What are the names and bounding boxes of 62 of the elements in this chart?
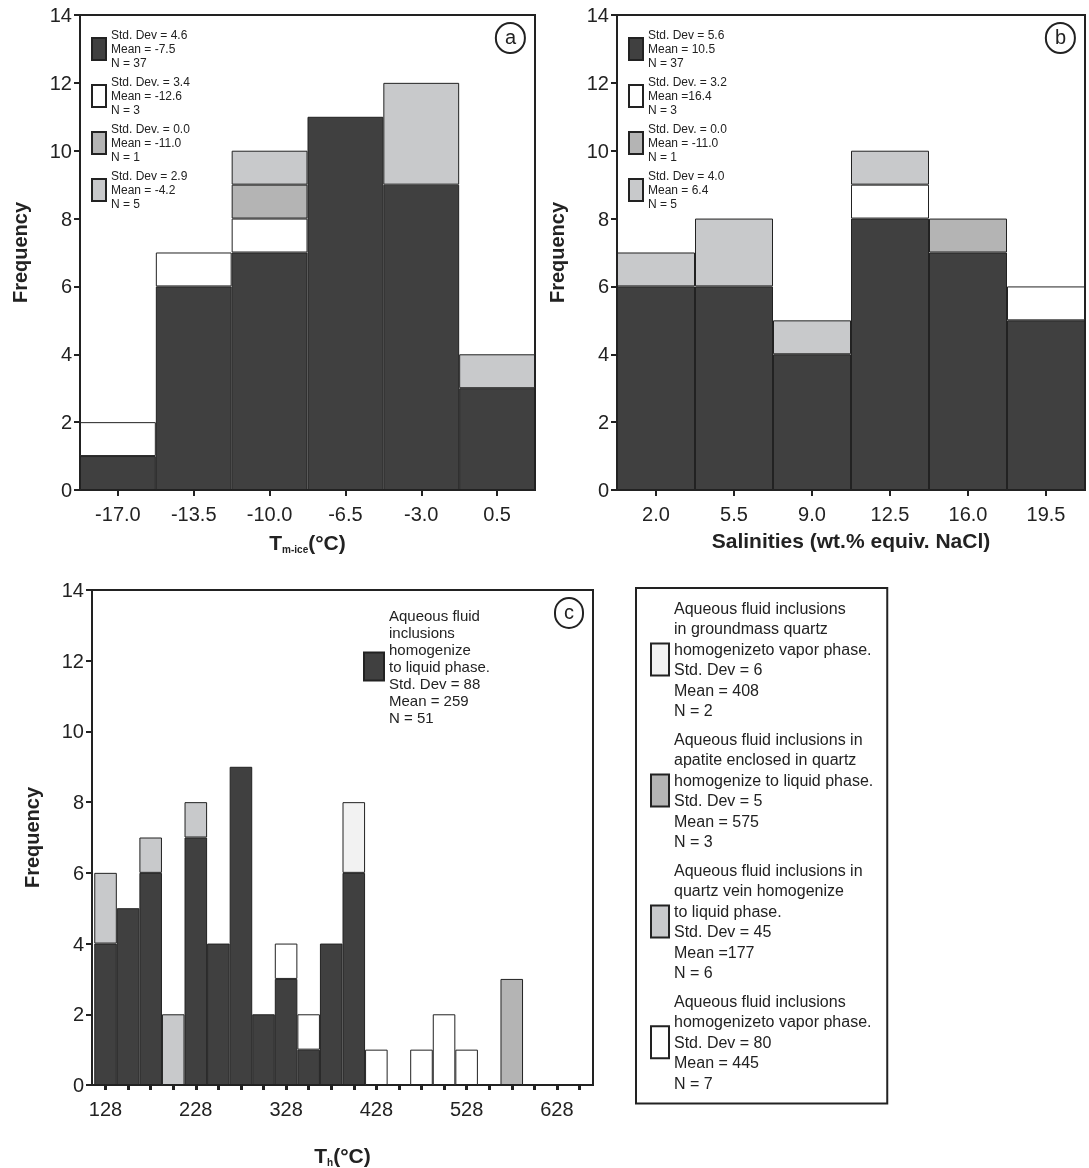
y-tick-label: 2 xyxy=(60,411,72,434)
legend-label: Std. Dev. = 3.4 Mean = -12.6 N = 3 xyxy=(111,75,191,117)
legend-label: Std. Dev = 2.9 Mean = -4.2 N = 5 xyxy=(111,169,188,211)
legend-label: Std. Dev. = 0.0 Mean = -11.0 N = 1 xyxy=(111,122,191,164)
legend-label: Std. Dev. = 3.2 Mean =16.4 N = 3 xyxy=(648,75,728,117)
x-axis-title: Salinities (wt.% equiv. NaCl) xyxy=(711,529,991,552)
y-tick-label: 12 xyxy=(61,649,84,672)
y-tick-label: 8 xyxy=(72,791,84,814)
x-tick-label: 128 xyxy=(88,1098,123,1120)
y-tick-label: 6 xyxy=(60,275,72,298)
y-tick-label: 8 xyxy=(597,207,609,230)
x-tick-label: 428 xyxy=(359,1098,394,1120)
y-tick-label: 10 xyxy=(61,720,84,743)
x-tick-label: 2.0 xyxy=(642,503,670,525)
y-tick-label: 12 xyxy=(49,71,72,94)
y-tick-label: 12 xyxy=(586,71,609,94)
y-tick-label: 14 xyxy=(49,4,72,26)
x-tick-label: -10.0 xyxy=(246,503,293,525)
x-tick-label: 528 xyxy=(449,1098,484,1120)
x-tick-label: -17.0 xyxy=(95,503,141,525)
legend-label: Aqueous fluid inclusions in groundmass quartz homogenizeto vapor phase. Std. Dev = 6 Mean = 408 N = 2 xyxy=(674,599,872,720)
y-tick-label: 2 xyxy=(72,1003,84,1026)
y-axis-title: Frequency xyxy=(21,786,43,889)
y-tick-label: 6 xyxy=(597,275,609,298)
y-tick-label: 14 xyxy=(61,579,84,601)
x-tick-label: 19.5 xyxy=(1026,503,1066,525)
y-tick-label: 6 xyxy=(72,861,84,884)
text: c xyxy=(564,601,574,623)
legend-label: Aqueous fluid inclusions in quartz vein homogenize to liquid phase. Std. Dev = 45 Mean =177 N = 6 xyxy=(674,861,863,982)
x-tick-label: 5.5 xyxy=(720,503,748,525)
y-tick-label: 4 xyxy=(60,343,72,366)
x-tick-label: 628 xyxy=(540,1098,574,1120)
legend-label: Std. Dev = 4.6 Mean = -7.5 N = 37 xyxy=(111,28,188,70)
x-tick-label: -6.5 xyxy=(328,503,363,525)
y-tick-label: 4 xyxy=(597,343,609,366)
legend-label: Std. Dev. = 0.0 Mean = -11.0 N = 1 xyxy=(648,122,728,164)
y-tick-label: 10 xyxy=(49,139,72,162)
y-axis-title: Frequency xyxy=(9,201,31,304)
y-tick-label: 4 xyxy=(72,932,84,955)
y-tick-label: 0 xyxy=(597,479,609,501)
legend-label: Std. Dev = 4.0 Mean = 6.4 N = 5 xyxy=(648,169,725,211)
y-tick-label: 2 xyxy=(597,411,609,434)
x-tick-label: 228 xyxy=(179,1098,213,1120)
legend-label: Std. Dev = 5.6 Mean = 10.5 N = 37 xyxy=(648,28,725,70)
x-tick-label: 328 xyxy=(269,1098,303,1120)
y-tick-label: 8 xyxy=(60,207,72,230)
legend-label: Aqueous fluid inclusions homogenize to liquid phase. Std. Dev = 88 Mean = 259 N = 51 xyxy=(389,607,490,726)
legend-label: Aqueous fluid inclusions homogenizeto vapor phase. Std. Dev = 80 Mean = 445 N = 7 xyxy=(674,992,872,1092)
x-tick-label: 16.0 xyxy=(948,503,988,525)
text: b xyxy=(1054,26,1066,48)
x-tick-label: -13.5 xyxy=(170,503,217,525)
y-tick-label: 14 xyxy=(586,4,609,26)
x-tick-label: 12.5 xyxy=(870,503,910,525)
x-tick-label: 0.5 xyxy=(483,503,511,525)
y-tick-label: 10 xyxy=(586,139,609,162)
legend-label: Aqueous fluid inclusions in apatite enclosed in quartz homogenize to liquid phase. Std. Dev = 5 Mean = 575 N = 3 xyxy=(674,730,874,851)
x-tick-label: 9.0 xyxy=(798,503,826,525)
x-tick-label: -3.0 xyxy=(404,503,439,525)
text: a xyxy=(504,26,517,48)
y-tick-label: 0 xyxy=(72,1074,84,1096)
y-axis-title: Frequency xyxy=(546,201,568,304)
y-tick-label: 0 xyxy=(60,479,72,501)
